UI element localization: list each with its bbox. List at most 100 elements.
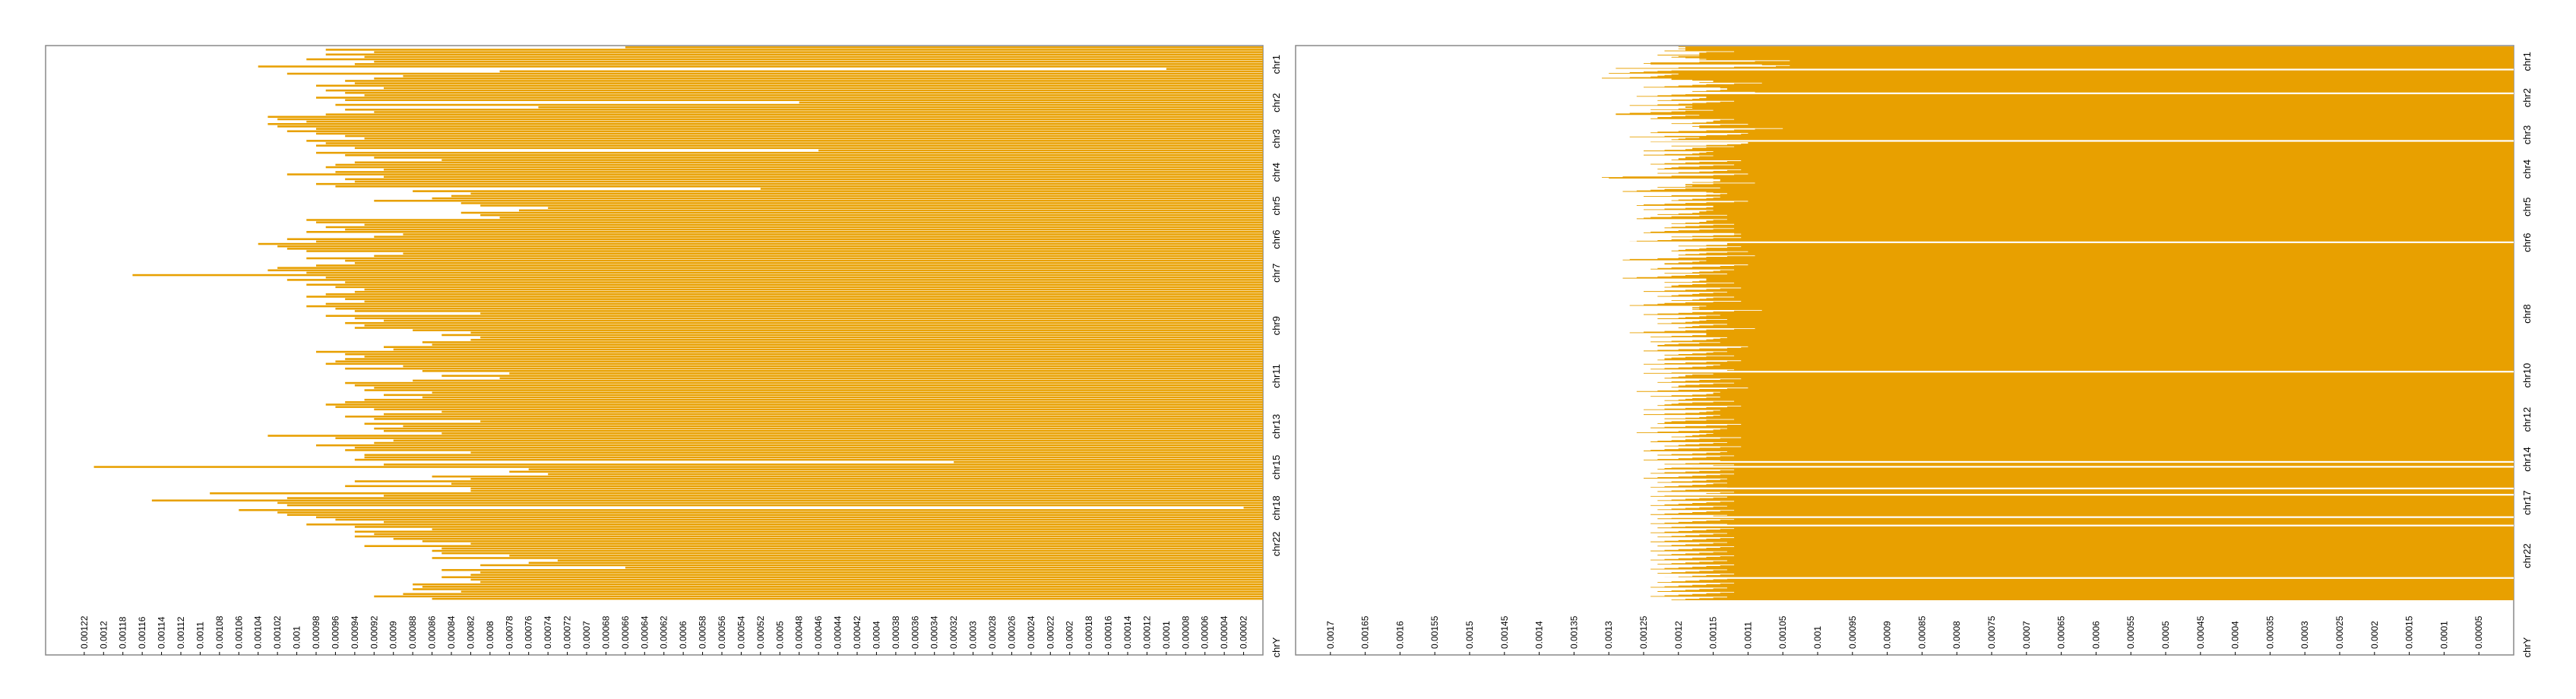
bar — [470, 487, 1263, 490]
bar — [364, 94, 1264, 96]
chromosome-label: chr5 — [2521, 198, 2533, 217]
bar — [345, 178, 1264, 181]
x-tick-label: 0.00072 — [562, 615, 573, 649]
gap-line — [1297, 524, 2514, 527]
chromosome-label: chr5 — [1271, 196, 1282, 215]
x-tick-label: 0.00015 — [2404, 615, 2415, 649]
bar — [422, 586, 1263, 588]
bar — [374, 157, 1264, 159]
bar — [335, 286, 1263, 289]
bar — [335, 171, 1263, 173]
x-tick-label: 0.00105 — [1777, 615, 1788, 649]
bar — [354, 535, 1263, 538]
bar — [480, 580, 1264, 584]
bar — [432, 197, 1263, 200]
gap-line — [1297, 577, 2514, 579]
bar — [316, 151, 1263, 154]
bar — [403, 365, 1263, 368]
x-tick-label: 0.00085 — [1916, 615, 1927, 649]
bar — [345, 449, 1264, 451]
x-tick-label: 0.00042 — [852, 615, 862, 649]
bar — [557, 559, 1263, 561]
bar — [470, 478, 1263, 480]
bar — [286, 279, 1263, 281]
bar — [354, 82, 1263, 84]
x-tick-label: 0.00022 — [1045, 615, 1055, 649]
bar — [818, 149, 1263, 152]
x-tick-label: 0.0001 — [2438, 621, 2449, 649]
bar — [393, 348, 1263, 351]
bar — [432, 475, 1263, 478]
x-tick-label: 0.0007 — [581, 621, 592, 649]
bar — [441, 410, 1264, 413]
chromosome-label: chr6 — [1271, 229, 1282, 248]
bar — [470, 192, 1263, 195]
bar — [954, 460, 1263, 463]
bar — [325, 302, 1263, 305]
bar — [413, 583, 1264, 586]
bar — [374, 441, 1264, 444]
bar — [413, 329, 1264, 331]
bar — [509, 470, 1263, 473]
bar — [286, 497, 1263, 499]
bar — [277, 245, 1264, 248]
bar — [354, 458, 1263, 461]
x-tick-label: 0.00068 — [600, 615, 611, 649]
bar — [760, 188, 1263, 190]
bar — [441, 568, 1264, 571]
bar — [325, 113, 1263, 115]
bar — [354, 317, 1263, 320]
x-tick-label: 0.0002 — [2369, 621, 2380, 649]
bar — [354, 447, 1263, 449]
x-tick-label: 0.0009 — [388, 621, 399, 649]
x-tick-label: 0.00025 — [2334, 615, 2345, 649]
bar — [441, 576, 1264, 578]
bar — [384, 319, 1263, 322]
bar — [480, 213, 1264, 217]
chromosome-label: chr9 — [1271, 316, 1282, 335]
bar — [509, 555, 1263, 557]
chromosome-label: chr10 — [2521, 363, 2533, 388]
chromosome-label: chr13 — [1271, 414, 1282, 439]
bar — [325, 362, 1263, 365]
x-tick-label: 0.0016 — [1394, 621, 1405, 649]
bar — [384, 429, 1263, 432]
gap-line — [1297, 516, 2514, 518]
bar — [354, 530, 1263, 533]
bar — [354, 327, 1263, 329]
bar — [364, 545, 1264, 547]
bar — [325, 49, 1263, 51]
x-tick-label: 0.00084 — [446, 615, 457, 649]
bar — [306, 58, 1264, 61]
x-tick-label: 0.00016 — [1103, 615, 1114, 649]
bar — [286, 130, 1263, 133]
chromosome-label: chr3 — [2521, 125, 2533, 144]
bar — [470, 542, 1263, 545]
bar — [354, 63, 1263, 65]
x-tick-label: 0.00026 — [1006, 615, 1017, 649]
x-tick-label: 0.00165 — [1360, 615, 1371, 649]
bar — [364, 324, 1264, 327]
x-tick-label: 0.00075 — [1986, 615, 1997, 649]
x-tick-label: 0.00034 — [929, 615, 940, 649]
bar — [480, 420, 1264, 422]
bar — [267, 269, 1263, 272]
x-tick-label: 0.00024 — [1026, 615, 1036, 649]
bar — [393, 439, 1263, 442]
x-tick-label: 0.00054 — [736, 615, 746, 649]
bar — [345, 416, 1264, 418]
bar — [432, 528, 1263, 530]
bar — [432, 597, 1263, 600]
bar — [384, 87, 1263, 90]
bar — [239, 509, 1264, 511]
x-tick-label: 0.00008 — [1180, 615, 1191, 649]
x-tick-label: 0.0009 — [1882, 621, 1893, 649]
bar — [267, 115, 1263, 119]
chromosome-label: chr7 — [1271, 264, 1282, 283]
x-tick-label: 0.0007 — [2021, 621, 2032, 649]
bar — [374, 533, 1264, 536]
bar — [267, 435, 1263, 437]
x-tick-label: 0.00055 — [2125, 615, 2136, 649]
bar — [441, 375, 1264, 377]
x-tick-label: 0.00014 — [1122, 615, 1133, 649]
